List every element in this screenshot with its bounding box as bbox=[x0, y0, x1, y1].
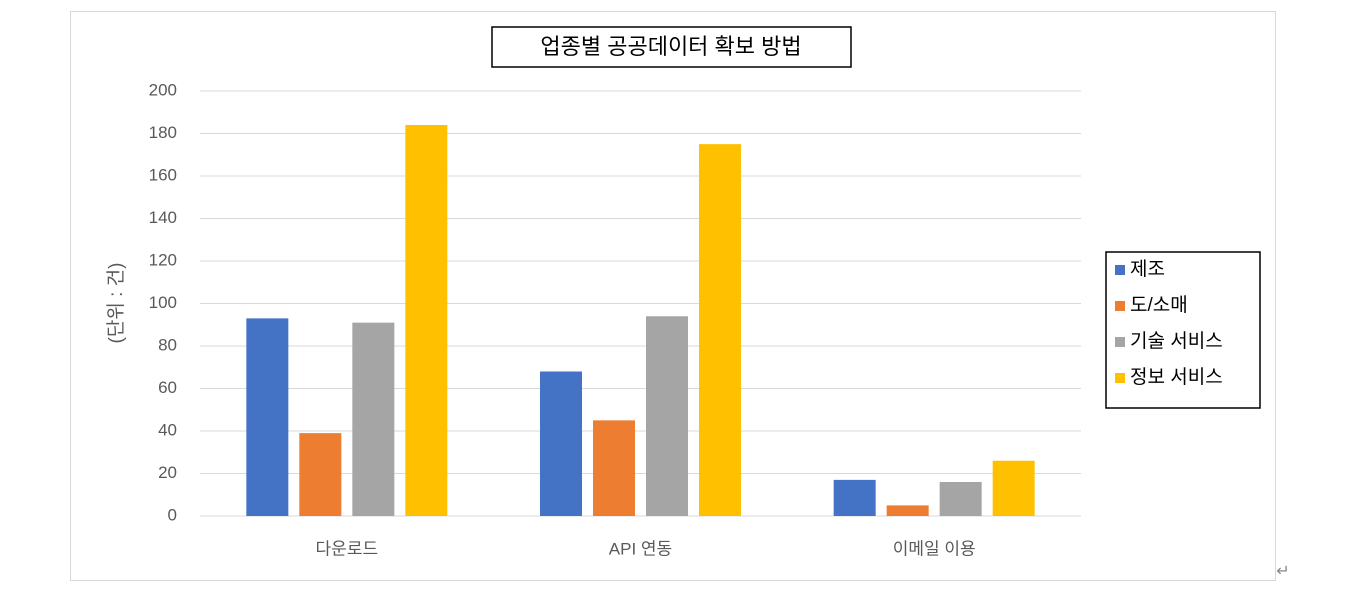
y-tick-label: 60 bbox=[158, 378, 177, 397]
y-tick-label: 100 bbox=[149, 293, 177, 312]
x-tick-label: 다운로드 bbox=[316, 539, 379, 558]
chart-title: 업종별 공공데이터 확보 방법 bbox=[540, 34, 801, 59]
y-axis-label: (단위 : 건) bbox=[105, 263, 127, 344]
legend-swatch bbox=[1115, 301, 1125, 311]
legend-label: 도/소매 bbox=[1130, 294, 1188, 316]
y-tick-label: 80 bbox=[158, 335, 177, 354]
bar bbox=[246, 318, 289, 516]
bar bbox=[352, 322, 395, 516]
bar bbox=[646, 316, 688, 516]
y-tick-label: 200 bbox=[149, 80, 177, 99]
y-tick-label: 180 bbox=[149, 123, 177, 142]
y-tick-label: 40 bbox=[158, 420, 177, 439]
x-tick-label: 이메일 이용 bbox=[893, 539, 976, 558]
y-tick-label: 20 bbox=[158, 463, 177, 482]
paragraph-mark: ↵ bbox=[1276, 563, 1289, 580]
x-tick-label: API 연동 bbox=[609, 539, 672, 558]
legend-swatch bbox=[1115, 265, 1125, 275]
bar bbox=[992, 460, 1035, 516]
legend-swatch bbox=[1115, 373, 1125, 383]
title-box bbox=[491, 26, 852, 68]
bar bbox=[593, 420, 635, 516]
y-tick-label: 160 bbox=[149, 165, 177, 184]
bar bbox=[299, 433, 342, 516]
legend-label: 기술 서비스 bbox=[1130, 330, 1223, 352]
legend-label: 제조 bbox=[1130, 258, 1165, 280]
legend-swatch bbox=[1115, 337, 1125, 347]
bar bbox=[699, 144, 741, 516]
bar bbox=[939, 482, 982, 516]
bar bbox=[405, 125, 448, 516]
bar bbox=[886, 505, 929, 516]
y-tick-label: 120 bbox=[149, 250, 177, 269]
bar bbox=[833, 479, 876, 516]
legend-label: 정보 서비스 bbox=[1130, 366, 1223, 388]
y-tick-label: 0 bbox=[168, 505, 177, 524]
legend-box bbox=[1105, 251, 1261, 409]
bar bbox=[540, 371, 582, 516]
y-tick-label: 140 bbox=[149, 208, 177, 227]
